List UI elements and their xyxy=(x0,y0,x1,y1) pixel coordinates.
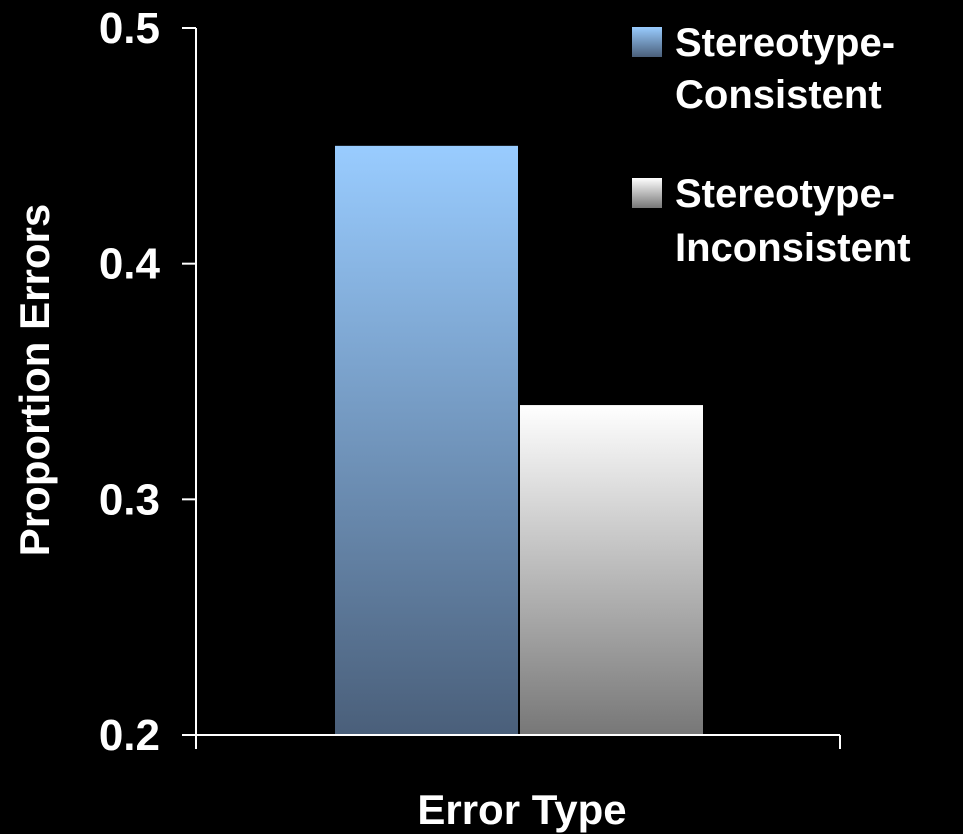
y-tick-label: 0.2 xyxy=(99,711,160,760)
legend-label-stereotype-consistent-line2: Consistent xyxy=(675,73,882,117)
plot-area: 0.2 0.3 0.4 0.5 xyxy=(99,4,841,760)
legend-item-stereotype-consistent: Stereotype- Consistent xyxy=(632,21,895,117)
legend-swatch-stereotype-inconsistent xyxy=(632,178,662,208)
x-axis-title: Error Type xyxy=(417,786,626,833)
y-axis-title: Proportion Errors xyxy=(11,204,58,556)
legend-item-stereotype-inconsistent: Stereotype- Inconsistent xyxy=(632,172,911,270)
legend-label-stereotype-inconsistent-line2: Inconsistent xyxy=(675,226,911,270)
legend-label-stereotype-inconsistent-line1: Stereotype- xyxy=(675,172,895,216)
legend: Stereotype- Consistent Stereotype- Incon… xyxy=(632,21,911,270)
bar-stereotype-consistent xyxy=(335,145,518,736)
bar-stereotype-inconsistent xyxy=(520,405,703,735)
y-tick-label: 0.5 xyxy=(99,4,160,53)
y-tick-label: 0.3 xyxy=(99,475,160,524)
y-tick-label: 0.4 xyxy=(99,240,161,289)
legend-swatch-stereotype-consistent xyxy=(632,27,662,57)
legend-label-stereotype-consistent-line1: Stereotype- xyxy=(675,21,895,65)
